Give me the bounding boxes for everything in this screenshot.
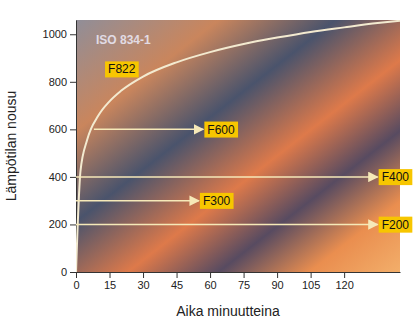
plot-background — [76, 20, 400, 272]
x-tick-label: 45 — [171, 279, 183, 291]
x-tick: 0 — [73, 272, 79, 291]
x-tick-mark — [344, 272, 345, 278]
y-tick: 1000 — [43, 28, 76, 40]
y-tick: 200 — [49, 218, 76, 230]
x-tick: 15 — [104, 272, 116, 291]
annotation-label: F400 — [379, 169, 413, 185]
level-arrow — [76, 200, 199, 202]
y-tick-mark — [70, 129, 76, 130]
y-tick-mark — [70, 82, 76, 83]
annotation-box — [379, 217, 413, 233]
y-tick: 0 — [61, 266, 76, 278]
y-tick-label: 800 — [49, 76, 67, 88]
annotation-box — [204, 122, 238, 138]
x-tick-label: 75 — [238, 279, 250, 291]
chart: 0 15 30 45 60 75 90 105 120 0 200 400 600 800 1000 ISO … — [0, 0, 417, 324]
annotation-label: F200 — [379, 217, 413, 233]
annotation-text: F200 — [382, 218, 410, 232]
x-tick-mark — [277, 272, 278, 278]
level-arrow — [76, 176, 378, 178]
annotation-text: F822 — [108, 62, 136, 76]
annotations: F822 F600 F400 F300 F200 — [76, 61, 412, 232]
x-tick-label: 30 — [137, 279, 149, 291]
fire-curve — [76, 21, 400, 272]
x-tick: 45 — [171, 272, 183, 291]
x-tick-mark — [210, 272, 211, 278]
y-tick-mark — [70, 177, 76, 178]
annotation-box — [200, 193, 234, 209]
x-axis-line — [77, 272, 401, 273]
y-tick-mark — [70, 272, 76, 273]
annotation-box — [105, 61, 139, 77]
x-tick-label: 105 — [302, 279, 320, 291]
y-axis: 0 200 400 600 800 1000 — [43, 21, 77, 279]
x-tick-label: 15 — [104, 279, 116, 291]
x-tick-mark — [110, 272, 111, 278]
x-tick: 90 — [271, 272, 283, 291]
y-tick-mark — [70, 224, 76, 225]
level-arrow — [76, 224, 378, 226]
y-tick-mark — [70, 34, 76, 35]
x-tick-mark — [177, 272, 178, 278]
y-tick-label: 400 — [49, 171, 67, 183]
annotation-label: F822 — [105, 61, 139, 77]
x-tick-mark — [311, 272, 312, 278]
x-tick-mark — [244, 272, 245, 278]
y-axis-title: Lämpötilan nousu — [3, 91, 19, 202]
x-axis-title: Aika minuutteina — [176, 303, 280, 319]
x-axis: 0 15 30 45 60 75 90 105 120 — [73, 272, 400, 291]
x-tick: 120 — [335, 272, 353, 291]
x-tick-mark — [76, 272, 77, 278]
series-group — [76, 21, 400, 272]
y-tick-label: 200 — [49, 218, 67, 230]
annotation-text: F400 — [382, 170, 410, 184]
x-tick-mark — [143, 272, 144, 278]
y-tick-label: 0 — [61, 266, 67, 278]
annotation-label: F600 — [204, 122, 238, 138]
annotation-text: F600 — [207, 123, 235, 137]
x-tick-label: 60 — [204, 279, 216, 291]
annotation-box — [379, 169, 413, 185]
y-tick: 400 — [49, 171, 76, 183]
plot: 0 15 30 45 60 75 90 105 120 0 200 400 600 800 1000 ISO … — [43, 20, 413, 291]
annotation-label: F300 — [200, 193, 234, 209]
x-tick: 30 — [137, 272, 149, 291]
y-tick-label: 1000 — [43, 28, 67, 40]
level-arrow — [94, 129, 203, 131]
x-tick: 60 — [204, 272, 216, 291]
y-tick-label: 600 — [49, 123, 67, 135]
title: ISO 834-1 — [96, 33, 151, 47]
y-tick: 600 — [49, 123, 76, 135]
x-tick: 105 — [302, 272, 320, 291]
x-tick-label: 0 — [73, 279, 79, 291]
y-tick: 800 — [49, 76, 76, 88]
x-tick-label: 90 — [271, 279, 283, 291]
annotation-text: F300 — [203, 194, 231, 208]
x-tick: 75 — [238, 272, 250, 291]
x-tick-label: 120 — [335, 279, 353, 291]
